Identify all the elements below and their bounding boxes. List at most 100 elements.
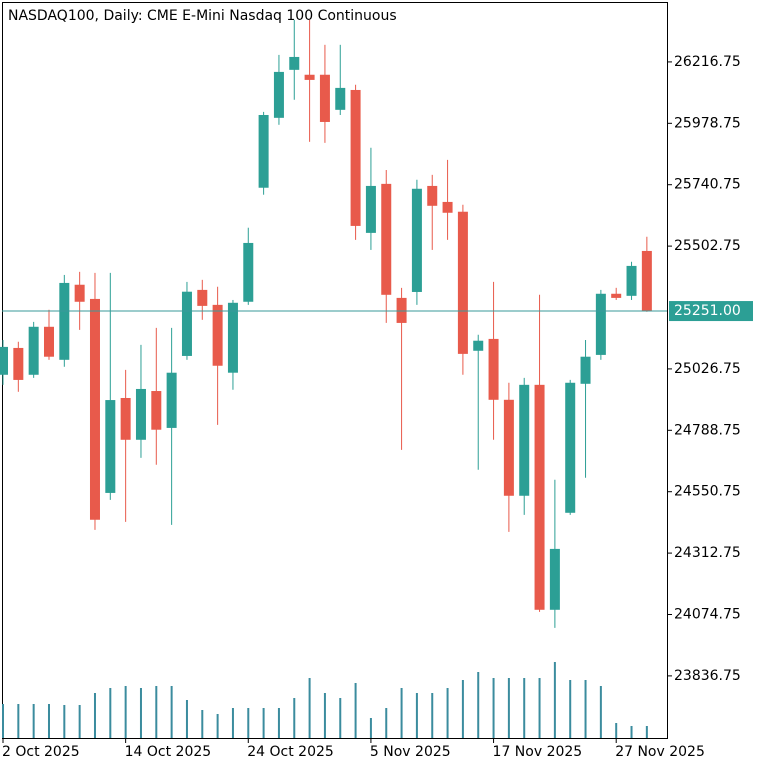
candle-body [427,185,438,206]
last-price-label: 25251.00 [674,303,741,319]
candle-body [166,372,177,428]
candle-body [626,265,637,296]
candle-body [273,71,284,118]
candle-body [350,89,361,226]
volume-bar [615,723,618,738]
candle-body [381,183,392,295]
y-tick-label: 24788.75 [674,422,741,438]
candle-body [289,56,300,70]
chart-title: NASDAQ100, Daily: CME E-Mini Nasdaq 100 … [8,8,397,24]
y-tick-label: 23836.75 [674,668,741,684]
volume-bar [139,688,142,738]
candle-body [442,201,453,213]
candle-body [105,400,116,493]
volume-bar [155,686,158,738]
volume-bar [93,693,96,738]
candle-body [365,185,376,233]
candle-body [227,302,238,373]
volume-bar [507,678,510,738]
volume-bar [78,705,81,738]
candle-body [641,250,652,312]
volume-bar [400,688,403,738]
volume-bar [124,686,127,738]
volume-bar [538,678,541,738]
volume-bar [630,726,633,738]
y-tick-label: 25978.75 [674,115,741,131]
y-tick-label: 25026.75 [674,361,741,377]
candle-body [74,284,85,302]
volume-bar [415,693,418,738]
candle-body [0,346,8,375]
x-tick-label: 17 Nov 2025 [493,744,583,760]
candle-body [488,338,499,400]
volume-bar [369,718,372,738]
volume-bar [339,698,342,738]
volume-bar [231,708,234,738]
y-tick-label: 26216.75 [674,54,741,70]
candle-body [611,293,622,298]
candle-body [411,188,422,292]
volume-bar [354,683,357,738]
candle-body [151,391,162,430]
last-price-box [669,301,753,322]
y-tick-label: 24312.75 [674,545,741,561]
candle-body [212,304,223,366]
volume-bar [17,704,20,738]
volume-bar [584,680,587,738]
candle-body [28,326,39,375]
volume-bar [63,705,66,738]
candle-body [120,397,131,440]
x-tick-label: 5 Nov 2025 [370,744,451,760]
volume-bar [477,672,480,738]
volume-bar [599,686,602,738]
volume-bar [262,708,265,738]
candle-body [335,87,346,110]
volume-bar [492,678,495,738]
candle-body [243,242,254,302]
volume-bar [523,678,526,738]
volume-bar [170,686,173,738]
y-tick-label: 24550.75 [674,484,741,500]
candle-body [580,356,591,384]
x-tick-label: 27 Nov 2025 [615,744,705,760]
candle-body [319,74,330,122]
candle-body [595,293,606,355]
volume-bar [47,704,50,738]
volume-bar [109,688,112,738]
candle-body [181,291,192,356]
volume-bar [247,708,250,738]
volume-bar [645,726,648,738]
candle-body [565,382,576,513]
candle-body [473,340,484,351]
candle-body [457,211,468,354]
volume-bar [553,662,556,738]
volume-bar [293,698,296,738]
volume-bar [431,693,434,738]
volume-bar [216,714,219,738]
candle-body [396,297,407,323]
volume-bar [569,680,572,738]
candle-body [304,74,315,80]
y-tick-label: 24074.75 [674,606,741,622]
candle-body [503,399,514,496]
candle-body [135,388,146,440]
plot-frame [2,2,668,739]
volume-bar [385,708,388,738]
candle-body [549,548,560,610]
volume-bar [308,678,311,738]
y-tick-label: 25740.75 [674,177,741,193]
volume-bar [201,710,204,738]
candle-body [519,384,530,496]
candle-body [43,326,54,357]
volume-bar [185,700,188,738]
x-tick-label: 2 Oct 2025 [2,744,80,760]
volume-bar [446,688,449,738]
y-tick-label: 25502.75 [674,238,741,254]
volume-bar [323,693,326,738]
volume-bar [2,704,4,738]
candle-body [89,298,100,520]
volume-bar [461,680,464,738]
volume-bar [32,704,35,738]
candle-body [197,289,208,306]
